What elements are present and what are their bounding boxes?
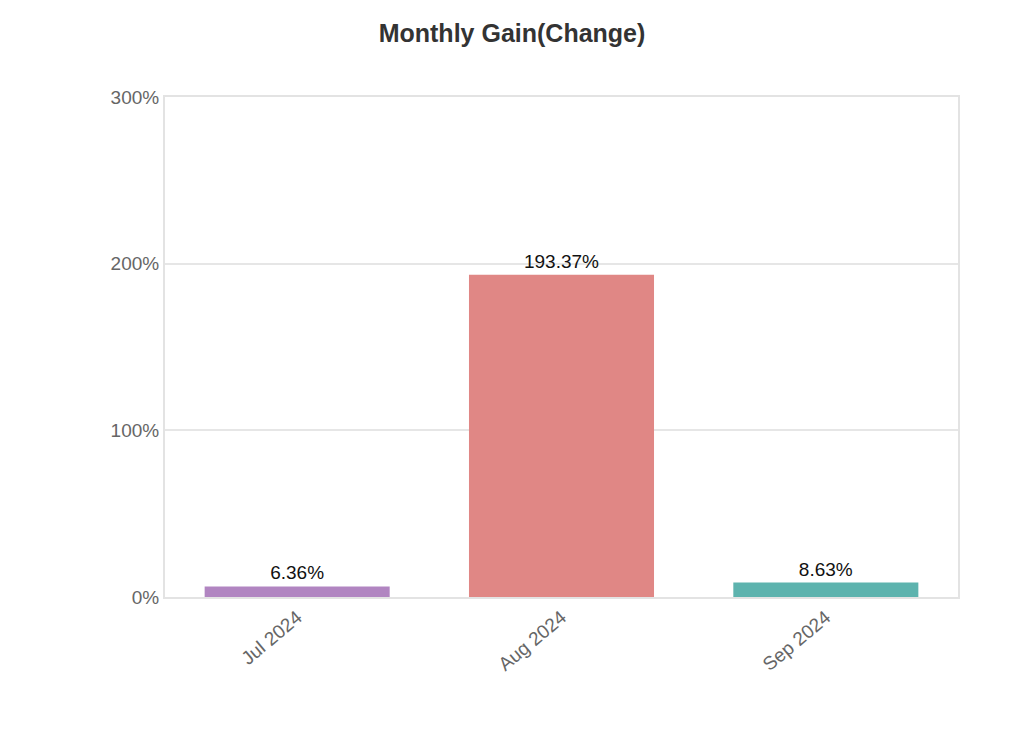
svg-text:8.63%: 8.63%: [799, 559, 853, 580]
svg-text:Jul 2024: Jul 2024: [237, 606, 306, 669]
svg-text:Aug 2024: Aug 2024: [494, 606, 570, 675]
svg-text:6.36%: 6.36%: [270, 562, 324, 583]
svg-text:300%: 300%: [111, 87, 160, 108]
svg-text:100%: 100%: [111, 420, 160, 441]
svg-text:0%: 0%: [132, 587, 160, 608]
svg-text:Monthly Gain(Change): Monthly Gain(Change): [379, 19, 646, 47]
svg-text:200%: 200%: [111, 253, 160, 274]
svg-text:Sep 2024: Sep 2024: [759, 606, 835, 675]
svg-text:193.37%: 193.37%: [524, 251, 599, 272]
